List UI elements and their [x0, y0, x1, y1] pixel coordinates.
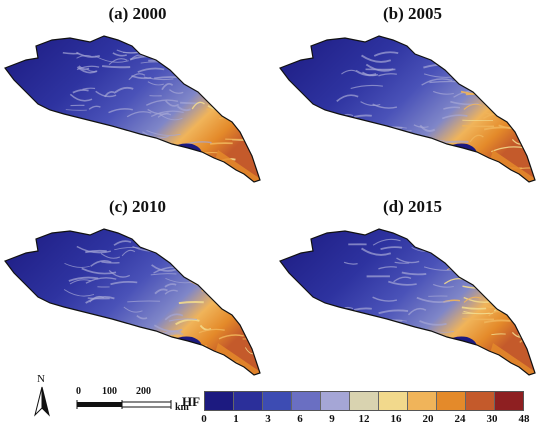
scale-tick-100: 100	[102, 386, 117, 397]
lake-area	[171, 143, 203, 167]
legend-title: HF	[182, 394, 201, 409]
legend-swatch-6	[379, 392, 408, 410]
legend-swatch-10	[495, 392, 523, 410]
legend-swatch-8	[437, 392, 466, 410]
legend-swatch-3	[292, 392, 321, 410]
panel-title: (c) 2010	[108, 197, 167, 216]
legend-tick-label: 48	[518, 413, 530, 425]
region-border	[4, 35, 261, 183]
panel-title: (a) 2000	[108, 4, 167, 23]
hf-legend: HF 0 1 3 6 9 12 16 20 24 30 48	[182, 389, 550, 429]
panel-title: (d) 2015	[382, 197, 443, 216]
lake-area	[446, 143, 478, 167]
legend-tick-label: 1	[233, 413, 239, 425]
hf-map	[4, 35, 261, 183]
scale-tick-0: 0	[76, 386, 81, 397]
legend-color-bar	[204, 391, 524, 411]
legend-swatch-4	[321, 392, 350, 410]
scale-unit: km	[175, 402, 189, 413]
hf-map	[4, 228, 261, 376]
scale-bar-graphic	[76, 400, 172, 409]
region-border	[4, 228, 261, 376]
legend-swatch-9	[466, 392, 495, 410]
legend-swatch-7	[408, 392, 437, 410]
legend-swatch-5	[350, 392, 379, 410]
region-border	[279, 35, 536, 183]
hf-map	[279, 228, 536, 376]
legend-tick-label: 9	[329, 413, 335, 425]
legend-tick-label: 20	[422, 413, 434, 425]
legend-tick-label: 30	[486, 413, 498, 425]
north-label: N	[37, 373, 45, 385]
map-panel-3: (c) 2010	[0, 193, 275, 386]
region-border	[279, 228, 536, 376]
legend-swatch-0	[205, 392, 234, 410]
region-fill	[280, 229, 535, 375]
legend-tick-label: 12	[358, 413, 370, 425]
legend-tick-label: 0	[201, 413, 207, 425]
legend-swatch-2	[263, 392, 292, 410]
scale-tick-200: 200	[136, 386, 151, 397]
hf-map	[279, 35, 536, 183]
scale-bar: 0 100 200	[76, 386, 196, 416]
lake-area	[446, 336, 478, 360]
panel-title: (b) 2005	[382, 4, 443, 23]
legend-swatch-1	[234, 392, 263, 410]
legend-tick-label: 16	[390, 413, 402, 425]
map-panel-4: (d) 2015	[275, 193, 550, 386]
map-panel-1: (a) 2000	[0, 0, 275, 193]
legend-tick-label: 24	[454, 413, 466, 425]
north-arrow-icon	[34, 386, 50, 417]
legend-tick-label: 6	[297, 413, 303, 425]
map-panel-2: (b) 2005	[275, 0, 550, 193]
lake-area	[171, 336, 203, 360]
legend-tick-label: 3	[265, 413, 271, 425]
